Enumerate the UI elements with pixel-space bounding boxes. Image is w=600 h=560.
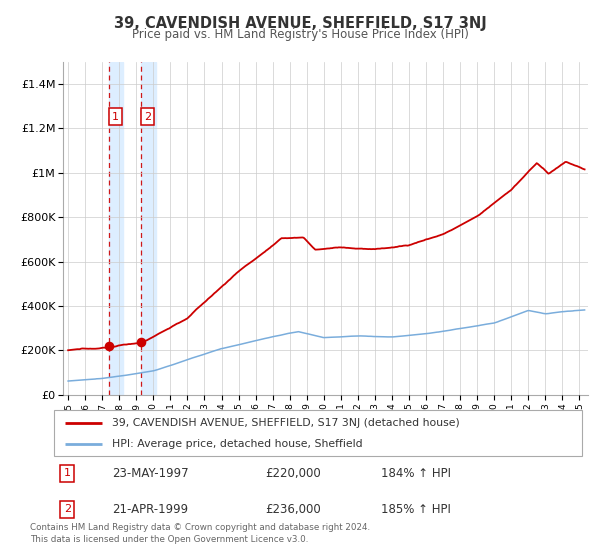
Point: [104, 342, 113, 351]
Text: This data is licensed under the Open Government Licence v3.0.: This data is licensed under the Open Gov…: [30, 534, 308, 544]
Text: HPI: Average price, detached house, Sheffield: HPI: Average price, detached house, Shef…: [112, 440, 363, 450]
Text: 1: 1: [64, 468, 71, 478]
Text: 184% ↑ HPI: 184% ↑ HPI: [382, 467, 451, 480]
Bar: [141, 62, 156, 395]
Text: Price paid vs. HM Land Registry's House Price Index (HPI): Price paid vs. HM Land Registry's House …: [131, 28, 469, 41]
Text: 2: 2: [144, 111, 151, 122]
Text: 39, CAVENDISH AVENUE, SHEFFIELD, S17 3NJ: 39, CAVENDISH AVENUE, SHEFFIELD, S17 3NJ: [113, 16, 487, 31]
Text: 2: 2: [64, 505, 71, 515]
Text: Contains HM Land Registry data © Crown copyright and database right 2024.: Contains HM Land Registry data © Crown c…: [30, 523, 370, 533]
FancyBboxPatch shape: [54, 410, 582, 456]
Bar: [109, 62, 123, 395]
Text: 21-APR-1999: 21-APR-1999: [112, 503, 188, 516]
Text: 39, CAVENDISH AVENUE, SHEFFIELD, S17 3NJ (detached house): 39, CAVENDISH AVENUE, SHEFFIELD, S17 3NJ…: [112, 418, 460, 428]
Text: 185% ↑ HPI: 185% ↑ HPI: [382, 503, 451, 516]
Text: 1: 1: [112, 111, 119, 122]
Text: £220,000: £220,000: [265, 467, 321, 480]
Point: [136, 338, 146, 347]
Text: 23-MAY-1997: 23-MAY-1997: [112, 467, 189, 480]
Text: £236,000: £236,000: [265, 503, 321, 516]
